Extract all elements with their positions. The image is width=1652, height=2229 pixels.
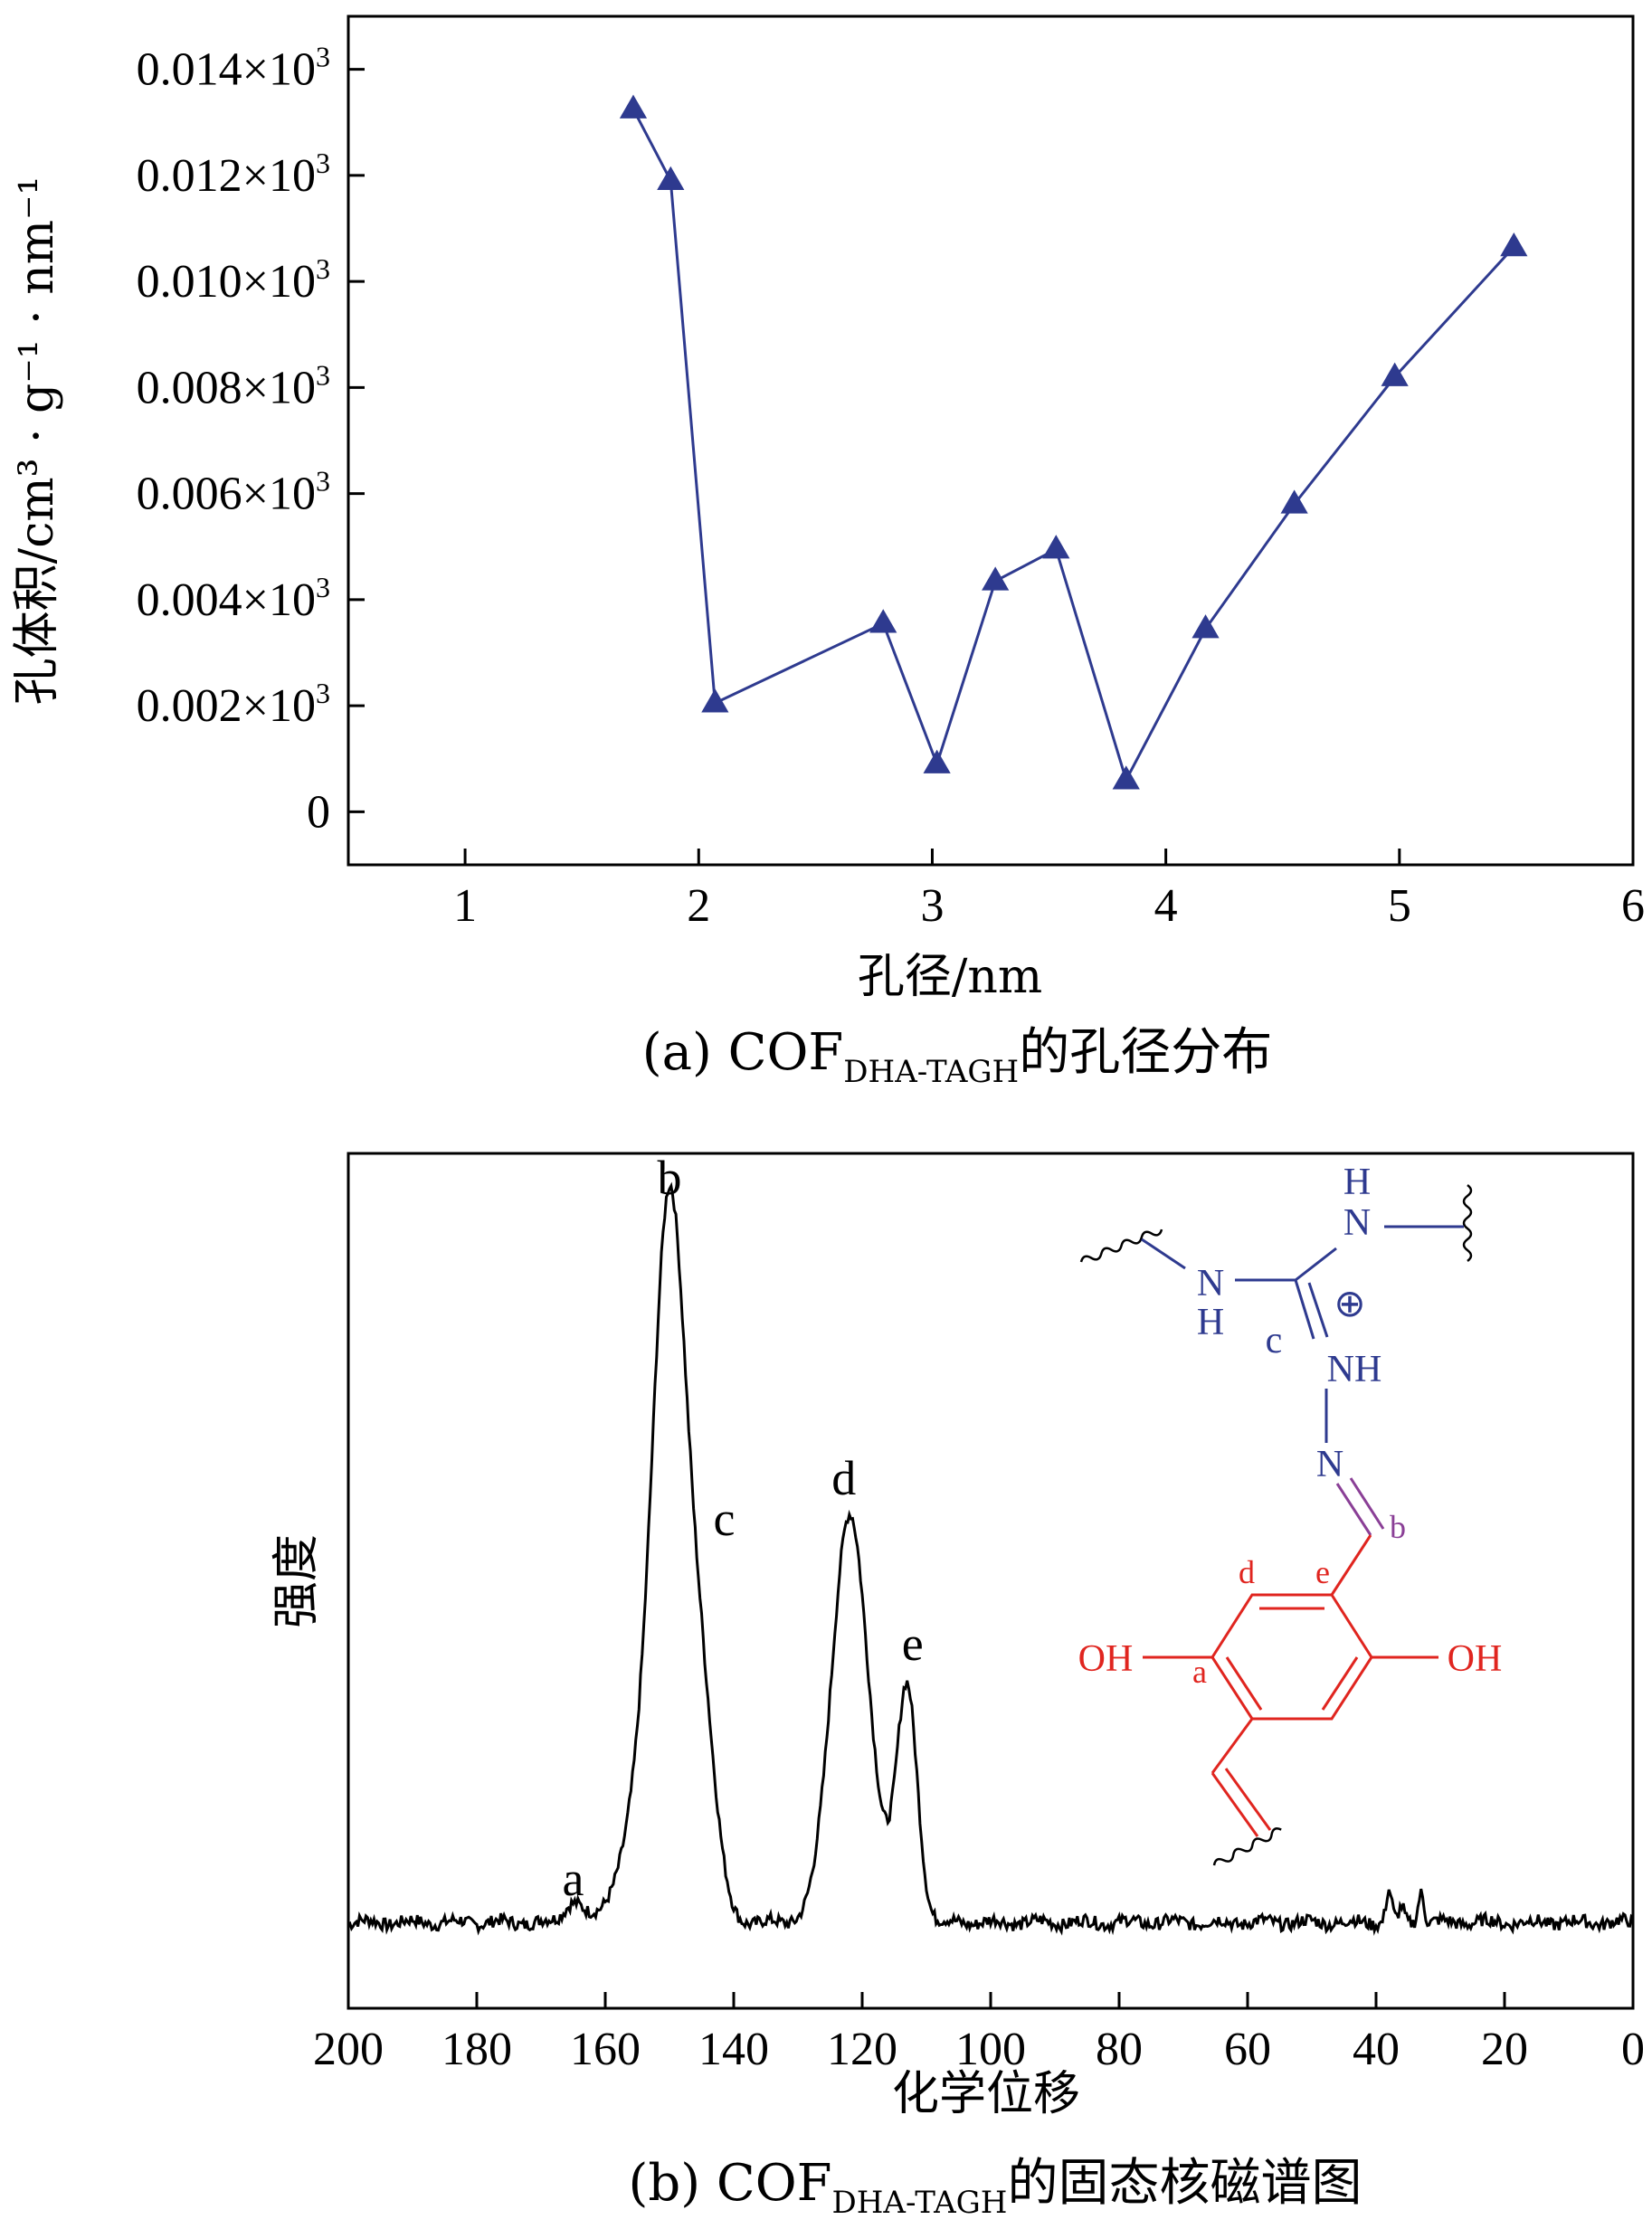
- y-tick-label-a: 0.014×103: [137, 41, 330, 96]
- data-point-marker: [982, 566, 1010, 591]
- x-axis-title-b: 化学位移: [892, 2067, 1080, 2121]
- x-tick-label-a: 1: [453, 880, 477, 932]
- y-tick-label-a: 0.010×103: [137, 252, 330, 308]
- data-point-marker: [923, 749, 951, 773]
- y-tick-label-a: 0.004×103: [137, 571, 330, 626]
- peak-label-e: e: [902, 1617, 924, 1671]
- y-axis-title-b: 强度: [270, 1534, 324, 1628]
- data-point-marker: [1280, 489, 1308, 514]
- label-charge: ⊕: [1334, 1284, 1365, 1325]
- x-tick-label-b: 60: [1224, 2024, 1271, 2075]
- label-b-structure: b: [1390, 1509, 1406, 1545]
- label-oh-right: OH: [1448, 1638, 1503, 1680]
- panel-a: 0 0.002×103 0.004×103 0.006×103 0.008×103 0.0…: [10, 14, 1645, 1090]
- x-tick-label-a: 6: [1621, 880, 1645, 932]
- peak-label-d: d: [831, 1451, 856, 1505]
- label-c: c: [1266, 1320, 1283, 1361]
- data-point-marker: [1381, 362, 1409, 386]
- x-tick-label-b: 140: [698, 2024, 769, 2075]
- x-tick-label-b: 20: [1481, 2024, 1528, 2075]
- peak-label-group: a b c d e: [563, 1151, 924, 1906]
- data-point-marker: [1042, 535, 1070, 559]
- x-tick-label-b: 40: [1353, 2024, 1400, 2075]
- x-tick-label-b: 0: [1621, 2024, 1645, 2075]
- x-tick-label-b: 180: [441, 2024, 512, 2075]
- imine-bond: [1335, 1477, 1385, 1536]
- wavy-bond-top-right: [1462, 1184, 1473, 1262]
- x-tick-group-a: 1 2 3 4 5 6: [453, 849, 1645, 932]
- data-point-marker: [869, 609, 897, 633]
- x-tick-label-b: 160: [570, 2024, 641, 2075]
- x-tick-label-a: 2: [687, 880, 710, 932]
- y-tick-label-a: 0.012×103: [137, 147, 330, 202]
- data-point-marker: [657, 166, 685, 190]
- y-tick-label-a: 0: [307, 786, 330, 838]
- x-tick-label-b: 200: [313, 2024, 384, 2075]
- label-d-structure: d: [1239, 1554, 1255, 1590]
- peak-label-c: c: [714, 1492, 736, 1546]
- x-tick-label-b: 80: [1096, 2024, 1143, 2075]
- label-a-structure: a: [1192, 1654, 1207, 1690]
- x-tick-label-b: 120: [827, 2024, 897, 2075]
- caption-b: (b) COFDHA-TAGH的固态核磁谱图: [629, 2154, 1362, 2221]
- y-tick-label-a: 0.008×103: [137, 358, 330, 413]
- y-tick-group-a: 0 0.002×103 0.004×103 0.006×103 0.008×103 0.0…: [137, 41, 365, 838]
- x-tick-label-a: 4: [1154, 880, 1178, 932]
- data-point-marker: [1500, 232, 1528, 257]
- label-n-top-n: N: [1343, 1202, 1371, 1244]
- data-point-marker: [1192, 614, 1220, 639]
- y-tick-label-a: 0.006×103: [137, 465, 330, 520]
- label-n-top: H: [1343, 1162, 1371, 1203]
- plot-b-frame: [347, 1152, 1635, 2010]
- x-tick-group-b: 200 180 160 140 120 100 80 60 40 20 0: [313, 1992, 1645, 2075]
- peak-label-b: b: [658, 1151, 682, 1205]
- series-a-line: [631, 108, 1515, 784]
- caption-a: (a) COFDHA-TAGH的孔径分布: [642, 1023, 1272, 1090]
- label-n-left: N: [1197, 1263, 1224, 1304]
- guanidinium-bonds: [1141, 1225, 1464, 1443]
- aromatic-ring: [1143, 1534, 1438, 1837]
- plot-a-frame: [347, 14, 1635, 867]
- y-axis-title-a: 孔体积/cm³ · g⁻¹ · nm⁻¹: [10, 176, 64, 706]
- label-nh: NH: [1327, 1349, 1382, 1390]
- x-tick-label-b: 100: [955, 2024, 1026, 2075]
- label-n-left-h: H: [1197, 1302, 1224, 1343]
- data-point-marker: [1112, 765, 1140, 790]
- y-tick-label-a: 0.002×103: [137, 677, 330, 732]
- wavy-bond-top-left: [1079, 1228, 1163, 1263]
- data-point-marker: [701, 688, 729, 713]
- nmr-spectrum-line: [347, 1181, 1634, 1937]
- wavy-bond-bottom: [1212, 1827, 1282, 1866]
- x-tick-label-a: 3: [920, 880, 944, 932]
- series-a: [619, 94, 1528, 790]
- x-tick-label-a: 5: [1388, 880, 1411, 932]
- data-point-marker: [619, 94, 648, 119]
- label-oh-left: OH: [1078, 1638, 1134, 1680]
- x-axis-title-a: 孔径/nm: [858, 950, 1042, 1004]
- label-n: N: [1316, 1444, 1343, 1485]
- molecule-structure: H N N H ⊕ c NH N b: [1078, 1162, 1503, 1866]
- peak-label-a: a: [563, 1852, 584, 1906]
- label-e-structure: e: [1315, 1554, 1330, 1590]
